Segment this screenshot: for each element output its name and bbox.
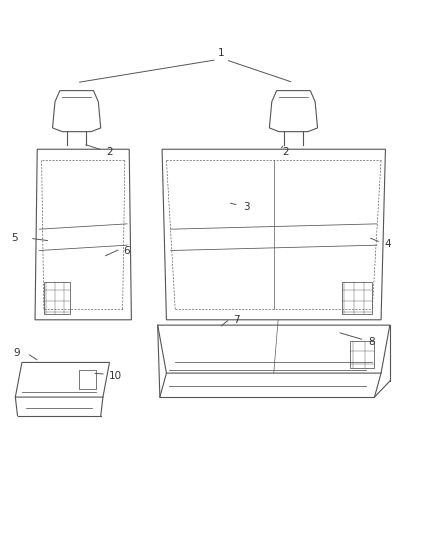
Bar bbox=[79, 370, 96, 389]
Text: 9: 9 bbox=[13, 349, 20, 358]
Text: 2: 2 bbox=[283, 147, 289, 157]
Text: 3: 3 bbox=[243, 202, 250, 212]
Text: 7: 7 bbox=[233, 315, 240, 325]
Text: 2: 2 bbox=[106, 147, 113, 157]
Text: 8: 8 bbox=[368, 337, 374, 347]
Bar bbox=[342, 282, 372, 314]
Text: 4: 4 bbox=[385, 239, 391, 248]
Text: 5: 5 bbox=[11, 233, 18, 243]
Text: 1: 1 bbox=[218, 47, 225, 58]
Text: 6: 6 bbox=[124, 246, 130, 255]
Bar bbox=[350, 341, 374, 368]
Text: 10: 10 bbox=[109, 371, 122, 381]
Bar bbox=[44, 282, 70, 314]
